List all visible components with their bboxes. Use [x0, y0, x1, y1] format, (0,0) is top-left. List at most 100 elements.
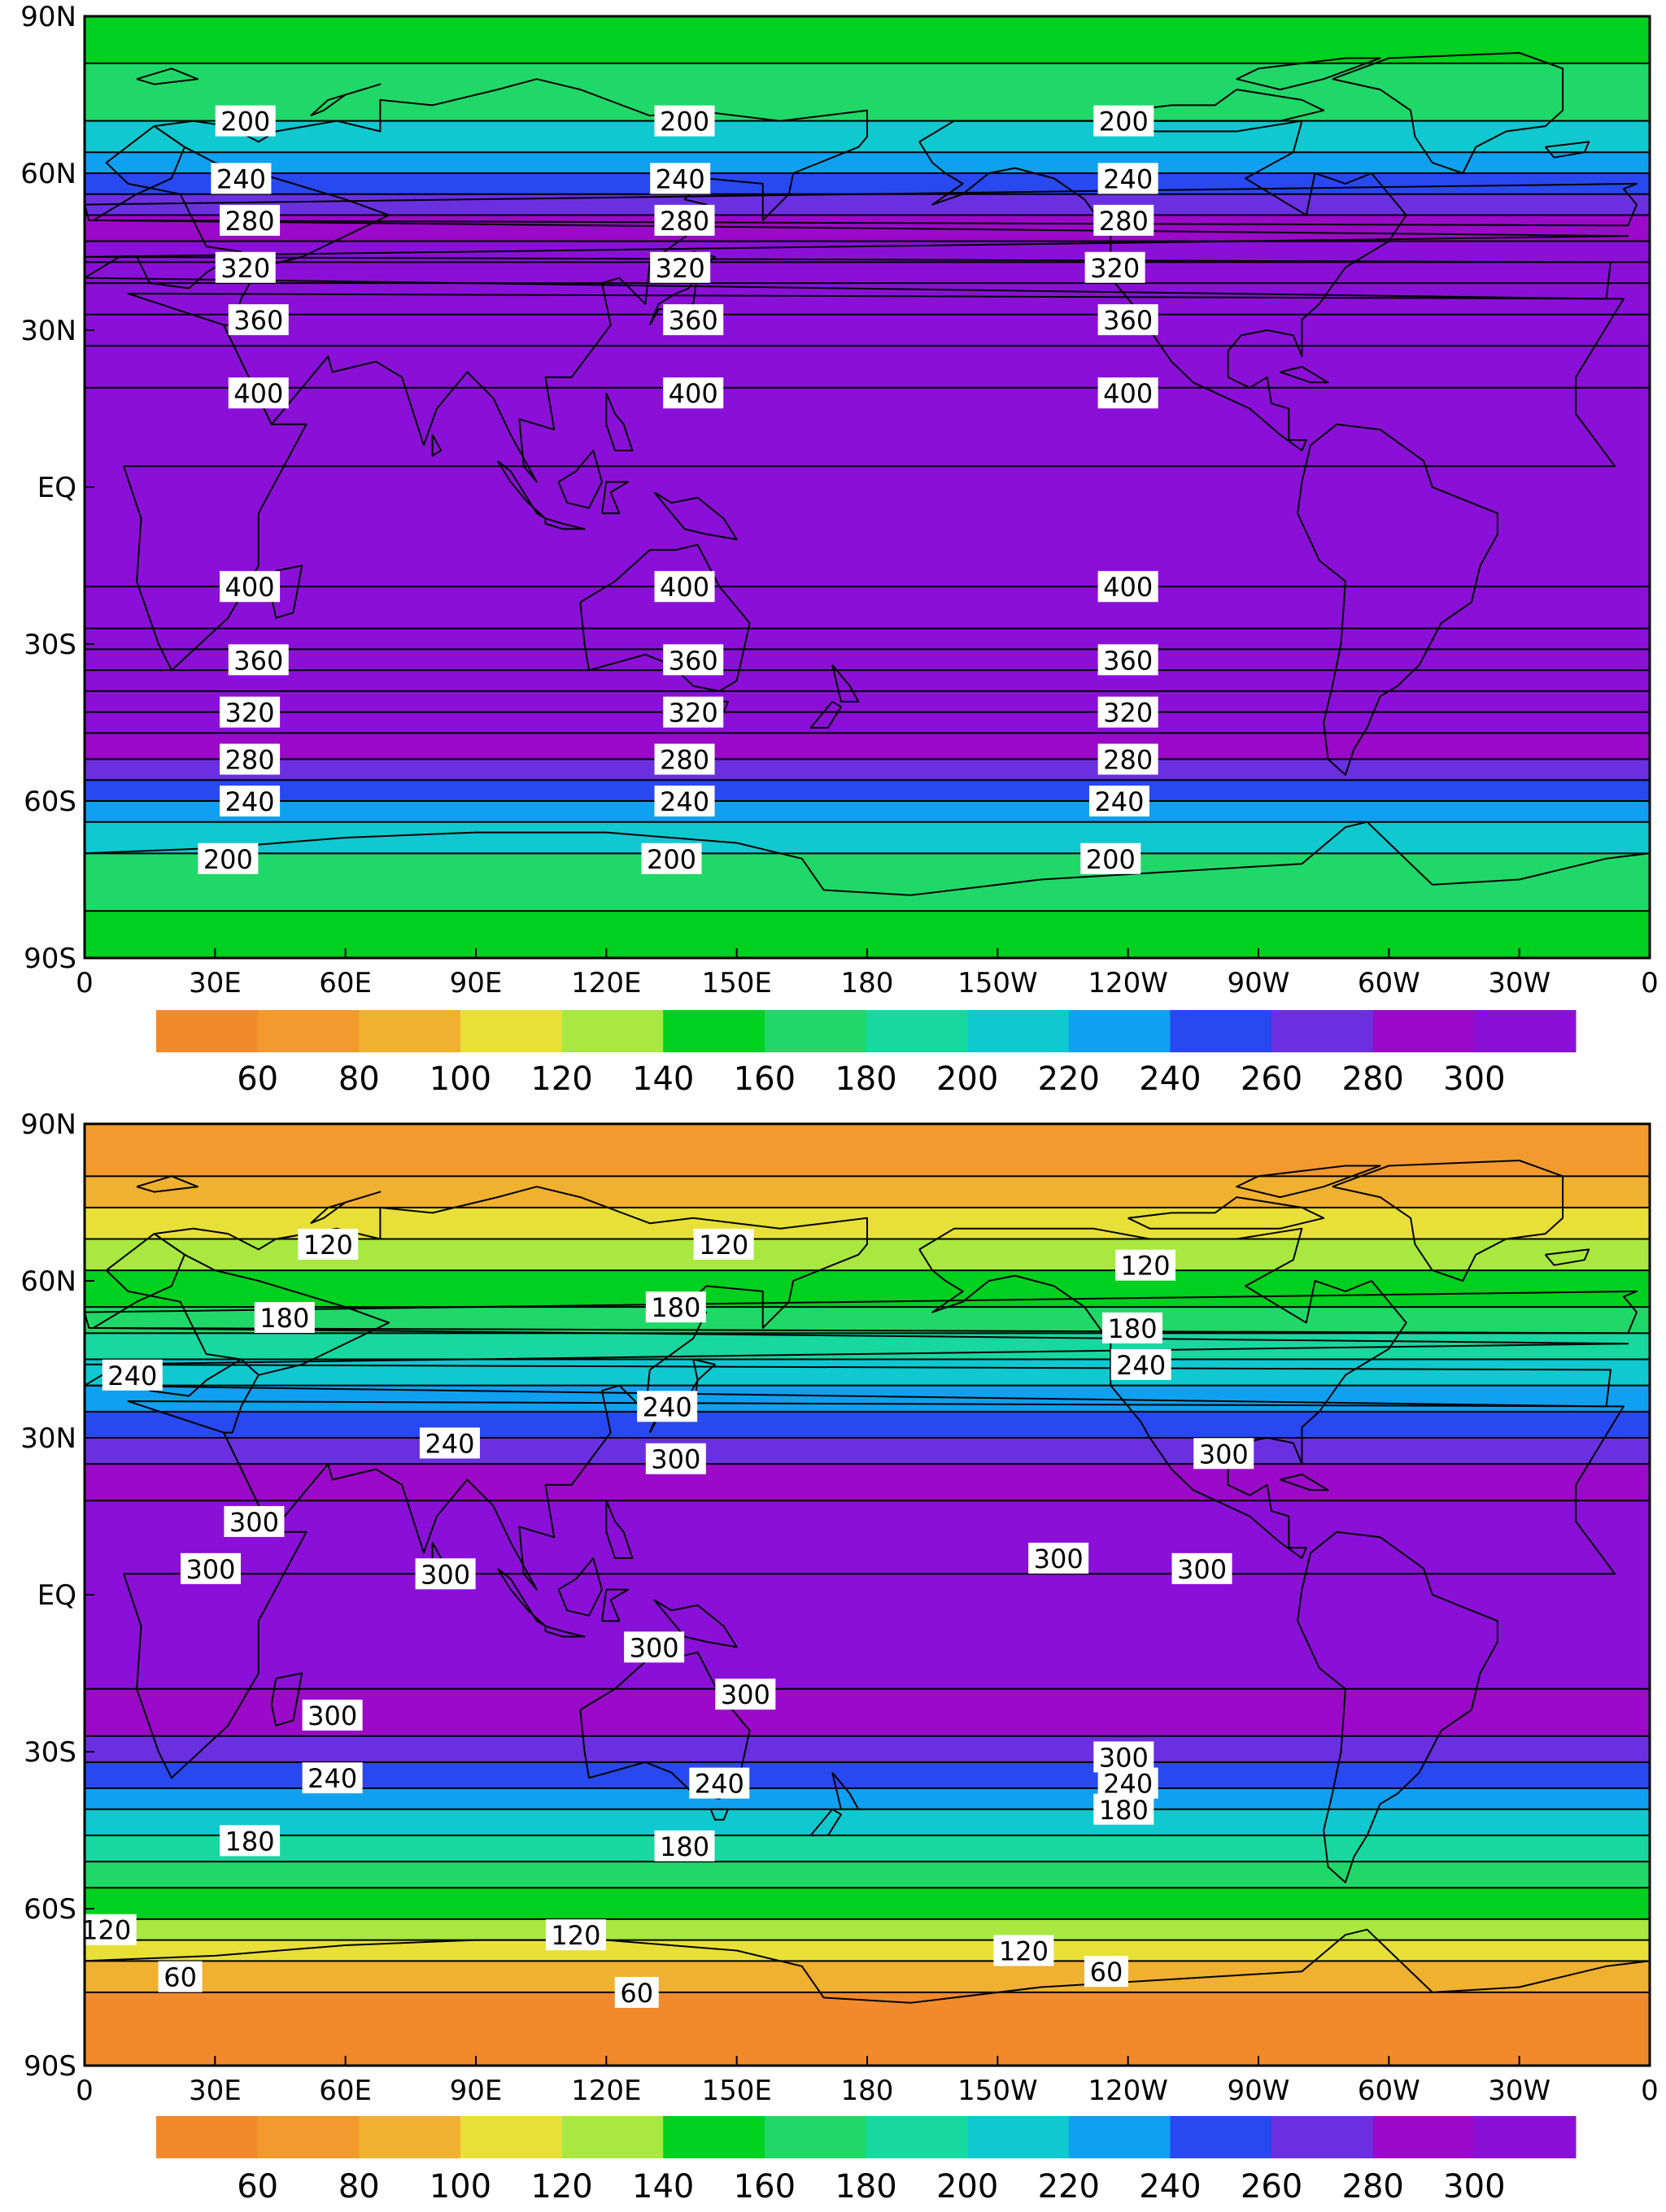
contour-label-33: 240: [1088, 786, 1149, 817]
contour-label-16: 400: [228, 377, 289, 409]
lon-tick-label: 90W: [1228, 967, 1290, 999]
band-14: [85, 853, 1650, 912]
coastline-25: [136, 1175, 198, 1193]
coastline-11: [579, 543, 751, 692]
coastline-14: [809, 700, 842, 729]
colorbar-swatch-9: [967, 1010, 1070, 1052]
contour-label-text: 240: [656, 163, 705, 194]
contour-label-text: 120: [699, 1230, 748, 1261]
contour-label-31: 60: [158, 1961, 203, 1993]
colorbar-tick-label: 160: [734, 2168, 796, 2205]
contour-label-4: 180: [254, 1302, 315, 1334]
contour-label-29: 280: [654, 743, 715, 776]
coastline-1: [123, 1400, 1625, 1779]
colorbar-tick-label: 140: [632, 1060, 694, 1098]
colorbar-swatch-14: [1474, 2116, 1577, 2158]
contour-label-text: 300: [721, 1679, 770, 1710]
contour-label-text: 320: [1090, 253, 1140, 284]
lon-tick-label: 90E: [450, 967, 503, 999]
lat-tick-label: 30N: [20, 1422, 76, 1455]
band-1: [85, 16, 1650, 63]
colorbar-tick-label: 220: [1038, 2168, 1100, 2205]
coastline-15: [270, 1672, 303, 1726]
lon-tick-label: 120W: [1088, 2075, 1168, 2107]
lat-tick-label: 90N: [20, 1108, 76, 1141]
band-18: [85, 1809, 1650, 1835]
coastline-18: [1544, 1248, 1590, 1266]
coastline-7: [544, 1625, 586, 1638]
coastline-16: [431, 434, 443, 457]
band-13: [85, 821, 1650, 854]
colorbar-swatch-12: [1271, 1010, 1374, 1052]
contour-label-15: 360: [1097, 304, 1158, 336]
colorbar-tick-label: 180: [835, 2168, 896, 2205]
contour-label-text: 180: [1107, 1313, 1157, 1344]
lon-tick-label: 150E: [701, 2075, 771, 2107]
coastline-24: [1280, 366, 1329, 384]
contour-label-5: 240: [650, 163, 711, 194]
colorbar-tick-label: 280: [1342, 1060, 1404, 1098]
contour-label-text: 60: [1090, 1957, 1123, 1988]
colorbar-swatch-13: [1372, 2116, 1475, 2158]
colorbar-swatch-7: [764, 1010, 866, 1052]
band-2: [85, 1176, 1650, 1208]
contour-label-27: 180: [1093, 1793, 1154, 1826]
contour-label-text: 320: [1103, 698, 1153, 729]
lat-tick-label: EQ: [37, 472, 76, 504]
contour-label-22: 360: [228, 644, 289, 676]
coastline-27: [84, 821, 1651, 959]
band-9: [85, 733, 1650, 760]
contour-label-text: 200: [660, 107, 709, 137]
band-10: [85, 1411, 1650, 1438]
contour-label-text: 240: [225, 786, 275, 817]
coastline-23: [1236, 57, 1381, 91]
contour-label-text: 400: [1103, 572, 1153, 603]
contour-label-text: 120: [1121, 1251, 1171, 1282]
colorbar-tick-label: 300: [1443, 2168, 1505, 2205]
colorbar-tick-label: 240: [1139, 1060, 1201, 1098]
lat-tick-label: 30S: [24, 1736, 76, 1769]
contour-label-20: 400: [654, 571, 715, 603]
colorbar-tick-label: 180: [835, 1060, 896, 1098]
contour-label-text: 320: [220, 253, 270, 284]
contour-label-32: 240: [654, 786, 715, 817]
contour-label-6: 240: [1097, 163, 1158, 194]
contour-label-text: 120: [81, 1915, 131, 1946]
contour-label-text: 280: [1099, 206, 1149, 237]
contour-label-22: 240: [302, 1762, 363, 1794]
contour-label-text: 200: [203, 844, 253, 875]
colorbar-swatch-7: [764, 2116, 866, 2158]
colorbar-swatch-6: [663, 2116, 765, 2158]
lon-tick-label: 90E: [450, 2075, 503, 2107]
coastline-26: [310, 83, 382, 117]
contour-label-20: 300: [302, 1699, 363, 1731]
colorbar-swatch-5: [561, 1010, 664, 1052]
contour-label-text: 300: [651, 1444, 700, 1475]
contours-top: [85, 62, 1650, 912]
lat-tick-label: 60S: [24, 786, 76, 818]
colorbar-tick-label: 60: [237, 2168, 278, 2205]
colorbar-tick-label: 120: [530, 2168, 592, 2205]
colorbar-swatch-3: [359, 1010, 461, 1052]
lon-tick-label: 120E: [571, 967, 641, 999]
lat-tick-label: 60N: [20, 1265, 76, 1298]
colorbar-swatch-10: [1068, 1010, 1171, 1052]
colorbar-swatch-2: [257, 1010, 360, 1052]
band-11: [85, 780, 1650, 801]
contour-label-text: 300: [185, 1554, 235, 1585]
colorbar-swatch-8: [866, 1010, 968, 1052]
contour-label-23: 240: [689, 1767, 750, 1800]
contour-label-11: 320: [650, 251, 711, 284]
band-8: [85, 241, 1650, 734]
lon-tick-label: 180: [841, 2075, 894, 2107]
contour-label-text: 300: [421, 1559, 470, 1590]
colorbar-swatch-1: [156, 2116, 259, 2158]
contour-label-text: 300: [630, 1632, 679, 1663]
colorbar-tick-label: 220: [1038, 1060, 1100, 1098]
band-4: [85, 152, 1650, 173]
colorbar-swatch-2: [257, 2116, 360, 2158]
contour-label-3: 120: [1115, 1249, 1176, 1282]
contour-label-34: 200: [198, 843, 259, 875]
lat-axis-top: 90N 60N 30N EQ 30S 60S 90S: [20, 1, 94, 975]
